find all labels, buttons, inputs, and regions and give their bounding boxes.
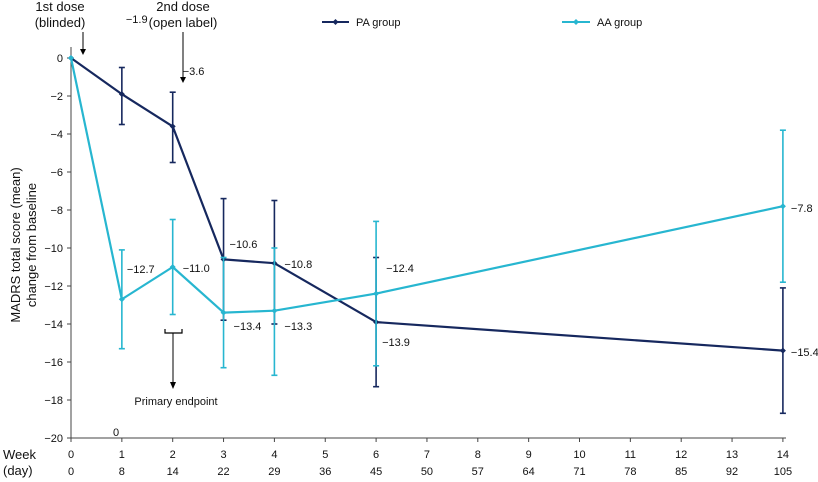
legend: PA group AA group <box>322 17 642 29</box>
x-tick-label-week: 13 <box>726 449 738 461</box>
x-tick-label-week: 10 <box>573 449 585 461</box>
x-tick-label-day: 85 <box>675 466 687 478</box>
data-point <box>169 123 176 130</box>
x-tick-label-week: 0 <box>68 449 74 461</box>
y-axis-label-line1: MADRS total score (mean) <box>8 167 23 322</box>
x-tick-label-day: 57 <box>472 466 484 478</box>
data-label: −11.0 <box>183 263 210 275</box>
y-tick-label: −18 <box>44 395 63 407</box>
first-dose-label-line2: (blinded) <box>35 15 86 30</box>
data-point <box>220 309 227 316</box>
x-tick-label-week: 11 <box>625 449 636 461</box>
second-dose-arrowhead <box>180 77 186 83</box>
data-label: −12.4 <box>386 263 414 275</box>
primary-endpoint-arrowhead <box>170 382 176 389</box>
y-ticks: 0 −2 −4 −6 −8 −10 −12 −14 −16 −18 −20 <box>44 53 71 445</box>
legend-item-aa: AA group <box>562 17 642 29</box>
primary-endpoint-annotation: Primary endpoint <box>134 329 218 408</box>
x-tick-label-week: 5 <box>322 449 328 461</box>
x-tick-label-week: 2 <box>170 449 176 461</box>
data-point <box>271 307 278 314</box>
data-label: −12.7 <box>127 264 155 276</box>
data-point <box>68 55 74 61</box>
data-label: −10.6 <box>230 239 258 251</box>
y-tick-label: −10 <box>44 243 63 255</box>
y-tick-label: −16 <box>44 357 63 369</box>
data-label: −3.6 <box>183 66 205 78</box>
y-axis-label-line2: change from baseline <box>24 183 39 307</box>
y-tick-label: −20 <box>44 433 63 445</box>
baseline-zero-label: 0 <box>113 427 119 439</box>
x-tick-label-week: 8 <box>475 449 481 461</box>
axes <box>70 47 786 439</box>
second-dose-label-line2: (open label) <box>149 15 218 30</box>
data-point <box>118 296 125 303</box>
series-line <box>70 57 783 352</box>
x-tick-label-day: 22 <box>217 466 229 478</box>
data-label: −13.9 <box>382 337 410 349</box>
x-tick-label-week: 1 <box>119 449 125 461</box>
x-tick-label-day: 78 <box>624 466 636 478</box>
legend-aa-marker <box>573 19 579 25</box>
x-axis-label-day: (day) <box>3 463 33 478</box>
x-tick-label-day: 71 <box>573 466 585 478</box>
data-label: −7.8 <box>791 203 813 215</box>
x-tick-label-day: 64 <box>523 466 535 478</box>
data-point <box>118 91 125 98</box>
x-tick-label-week: 3 <box>220 449 226 461</box>
y-tick-label: −14 <box>44 319 63 331</box>
x-tick-label-day: 29 <box>268 466 280 478</box>
x-tick-label-week: 9 <box>526 449 532 461</box>
x-tick-label-day: 14 <box>167 466 179 478</box>
x-tick-label-week: 6 <box>373 449 379 461</box>
x-tick-label-day: 105 <box>774 466 792 478</box>
data-label: −15.4 <box>791 347 818 359</box>
y-tick-label: −4 <box>50 129 63 141</box>
y-tick-label: −6 <box>50 167 63 179</box>
second-dose-annotation: 2nd dose (open label) <box>149 0 218 83</box>
data-point <box>169 264 176 270</box>
x-tick-label-day: 45 <box>370 466 382 478</box>
x-tick-label-day: 36 <box>319 466 331 478</box>
x-tick-label-day: 50 <box>421 466 433 478</box>
legend-item-pa: PA group <box>322 17 400 29</box>
x-tick-label-week: 4 <box>271 449 277 461</box>
y-tick-label: 0 <box>57 53 63 65</box>
primary-endpoint-bracket <box>164 329 183 334</box>
y-tick-label: −12 <box>44 281 63 293</box>
legend-pa-label: PA group <box>356 17 400 29</box>
x-tick-label-week: 7 <box>424 449 430 461</box>
legend-aa-label: AA group <box>597 17 642 29</box>
x-tick-label-day: 0 <box>68 466 74 478</box>
x-ticks: 0 0 1 8 2 14 3 22 4 29 5 36 6 45 7 50 8 57 9 64 10 71 11 78 12 85… <box>68 438 792 478</box>
first-dose-label-line1: 1st dose <box>35 0 84 14</box>
data-point <box>779 203 786 210</box>
data-label: −13.4 <box>234 321 262 333</box>
first-dose-arrowhead <box>80 49 86 55</box>
data-label: −13.3 <box>284 321 312 333</box>
legend-pa-marker <box>332 19 339 25</box>
data-point <box>373 290 380 297</box>
x-axis-label-week: Week <box>3 447 36 462</box>
second-dose-label-line1: 2nd dose <box>156 0 210 14</box>
first-dose-annotation: 1st dose (blinded) <box>35 0 86 55</box>
data-label: −10.8 <box>284 259 312 271</box>
series-aa: −12.7 −11.0 −13.4 −13.3 −12.4 −7.8 <box>68 55 813 377</box>
data-point <box>779 347 786 354</box>
x-tick-label-week: 14 <box>777 449 789 461</box>
y-tick-label: −8 <box>50 205 63 217</box>
x-tick-label-day: 8 <box>119 466 125 478</box>
x-tick-label-day: 92 <box>726 466 738 478</box>
y-tick-label: −2 <box>50 91 63 103</box>
series-layer: −1.9−3.6−10.6−10.8−13.9−15.4−12.7 −11.0−1… <box>68 14 818 415</box>
series-line <box>69 57 784 314</box>
data-label: −1.9 <box>126 14 148 26</box>
series-pa: −1.9 −3.6 −10.6 −10.8 −13.9 −15.4 <box>68 14 818 415</box>
x-tick-label-week: 12 <box>675 449 687 461</box>
primary-endpoint-label: Primary endpoint <box>134 396 217 408</box>
